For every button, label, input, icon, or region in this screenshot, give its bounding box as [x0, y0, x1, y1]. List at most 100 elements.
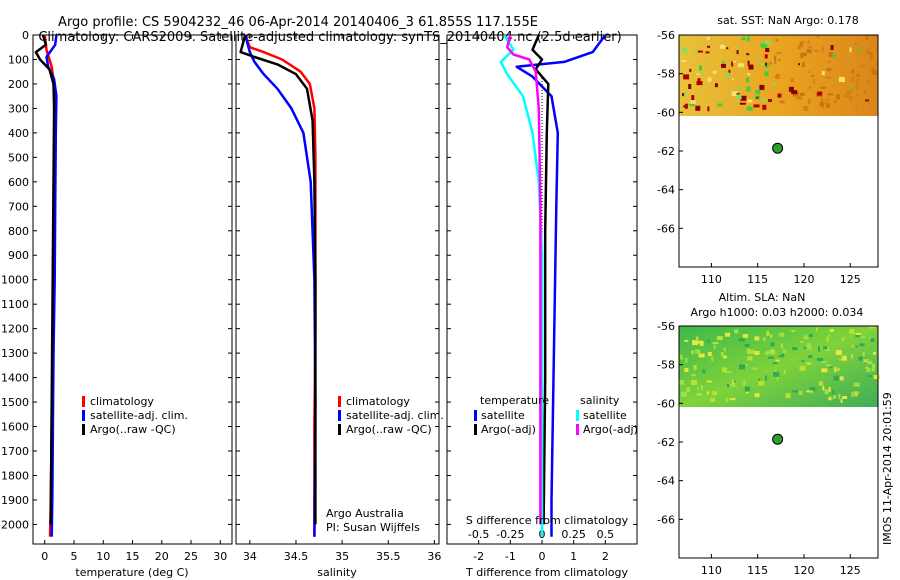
sst-ytick-label: -56 [657, 29, 675, 42]
sla-heatmap-cell [739, 364, 745, 370]
sst-heatmap-cell [807, 46, 813, 49]
sst-heatmap-cell [816, 36, 820, 38]
sst-heatmap-cell [736, 86, 740, 89]
sla-heatmap-cell [872, 363, 876, 369]
sla-heatmap-cell [815, 327, 818, 332]
sst-heatmap-cell [747, 73, 751, 76]
sst-heatmap-cell [823, 102, 830, 105]
sst-heatmap-cell [849, 95, 853, 101]
legend-header-salinity: salinity [580, 394, 620, 407]
sla-heatmap-cell [855, 333, 862, 335]
sla-heatmap-cell [732, 380, 735, 385]
sst-heatmap-speckle [681, 35, 878, 112]
sal-xtick-label: 34 [243, 550, 257, 563]
sla-heatmap-cell [821, 368, 828, 373]
sal-xtick-label: 36 [427, 550, 441, 563]
sla-heatmap-cell [681, 392, 687, 397]
sla-heatmap-cell [860, 336, 866, 339]
sst-heatmap-cell [807, 40, 810, 45]
sst-heatmap-cell [696, 73, 700, 76]
sst-heatmap-cell [774, 76, 777, 79]
legend-swatch-argo-raw-qc [338, 424, 341, 435]
sst-heatmap-cell [696, 81, 703, 86]
sst-heatmap-cell [682, 93, 684, 97]
sst-heatmap-cell [735, 46, 738, 50]
sla-heatmap-cell [859, 343, 865, 347]
sla-heatmap-cell [810, 390, 814, 394]
legend-label-argo-raw-qc: Argo(..raw -QC) [90, 423, 176, 436]
sst-map-panel: sat. SST: NaN Argo: 0.178 110 115 120 125 -5… [657, 14, 879, 286]
depth-tick-label: 1000 [1, 274, 29, 287]
sla-heatmap-cell [770, 334, 773, 339]
legend-label-salinity-argo-adj: Argo(-adj) [583, 423, 638, 436]
sst-heatmap-cell [731, 78, 734, 81]
sla-heatmap-cell [702, 369, 706, 374]
title-line2: Climatology: CARS2009. Satellite-adjuste… [38, 30, 621, 45]
salinity-axes-frame [235, 34, 440, 545]
sst-heatmap-cell [821, 97, 824, 102]
sst-heatmap-cell [850, 78, 855, 82]
sla-heatmap-cell [697, 340, 703, 344]
sst-heatmap-cell [683, 74, 690, 80]
sla-heatmap-cell [838, 393, 841, 399]
sst-heatmap-cell [747, 60, 750, 66]
difference-xlabel: T difference from climatology [465, 566, 628, 579]
sst-heatmap-cell [838, 77, 845, 82]
sst-heatmap-cell [774, 55, 777, 61]
temp-xtick-label: 0 [41, 550, 48, 563]
sst-heatmap-cell [775, 74, 780, 80]
annotation-line2: PI: Susan Wijffels [326, 521, 420, 534]
sst-heatmap-cell [688, 103, 695, 106]
temperature-xlabel: temperature (deg C) [75, 566, 188, 579]
sst-heatmap-cell [859, 64, 866, 68]
sst-heatmap-cell [762, 99, 767, 102]
sla-heatmap-cell [725, 397, 728, 402]
depth-tick-label: 800 [8, 225, 29, 238]
sst-heatmap-cell [826, 102, 830, 108]
sla-heatmap-cell [803, 346, 808, 349]
sst-heatmap-cell [764, 40, 771, 45]
sst-heatmap-cell [747, 99, 753, 103]
sla-heatmap-cell [766, 331, 770, 336]
sla-heatmap-cell [768, 356, 775, 359]
sst-heatmap-cell [819, 101, 824, 107]
sla-heatmap-cell [746, 348, 751, 354]
sla-heatmap-cell [776, 375, 779, 381]
sst-heatmap-cell [740, 95, 747, 101]
sla-heatmap-cell [833, 395, 837, 399]
sla-heatmap-cell [798, 390, 803, 395]
sst-heatmap-cell [762, 104, 767, 110]
sst-heatmap-cell [870, 54, 873, 60]
sst-heatmap-cell [831, 53, 837, 57]
sst-heatmap-cell [866, 79, 870, 83]
legend-label-satellite-adj-clim: satellite-adj. clim. [346, 409, 444, 422]
sla-heatmap-cell [738, 338, 745, 342]
sla-heatmap-cell [828, 334, 831, 337]
sla-heatmap-cell [742, 334, 748, 338]
depth-tick-label: 600 [8, 176, 29, 189]
sla-heatmap-cell [772, 362, 778, 365]
sst-heatmap-cell [807, 71, 810, 73]
sla-heatmap-cell [697, 386, 699, 390]
sla-heatmap-cell [873, 351, 877, 355]
sla-heatmap-cell [696, 393, 703, 396]
sla-ytick-label: -62 [657, 436, 675, 449]
sal-xtick-label: 35.5 [376, 550, 401, 563]
sla-heatmap-cell [853, 382, 860, 387]
depth-tick-label: 700 [8, 200, 29, 213]
legend-swatch-salinity-argo-adj [576, 424, 579, 435]
depth-tick-label: 1900 [1, 494, 29, 507]
sst-heatmap-cell [746, 53, 750, 56]
sla-heatmap-cell [691, 380, 698, 385]
diff-xtick2-label: 0.25 [561, 528, 586, 541]
sla-heatmap-cell [758, 380, 765, 386]
sla-heatmap-cell [747, 356, 753, 361]
sst-heatmap-cell [866, 52, 873, 55]
legend-label-salinity-satellite: satellite [583, 409, 627, 422]
sla-ytick-label: -58 [657, 359, 675, 372]
sst-heatmap-cell [699, 71, 704, 74]
sla-heatmap-cell [842, 396, 848, 399]
sla-heatmap-cell [870, 338, 875, 342]
sst-heatmap-cell [682, 92, 687, 97]
temp-series-argo-raw-qc [34, 35, 56, 525]
